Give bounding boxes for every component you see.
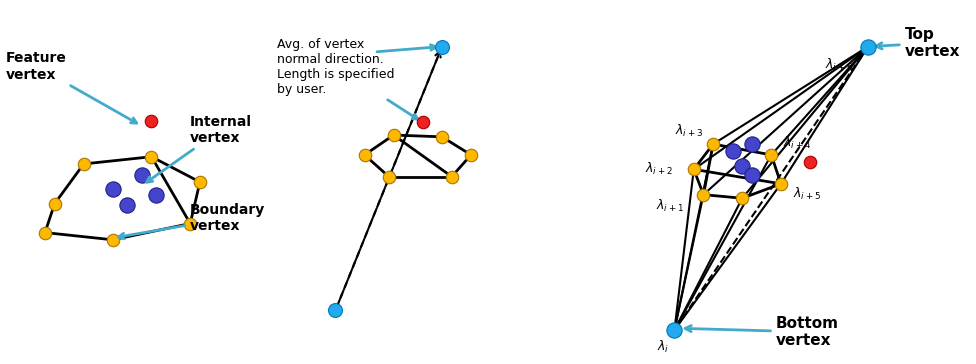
Text: $\lambda_{i+3}$: $\lambda_{i+3}$ xyxy=(675,123,704,139)
Text: $\lambda_{i+5}$: $\lambda_{i+5}$ xyxy=(793,186,821,202)
Text: Internal
vertex: Internal vertex xyxy=(146,115,252,182)
Text: $\lambda_{i+4}$: $\lambda_{i+4}$ xyxy=(783,135,811,151)
Text: $\lambda_{i+2}$: $\lambda_{i+2}$ xyxy=(645,161,672,177)
Text: $\lambda_{i+1}$: $\lambda_{i+1}$ xyxy=(656,198,684,214)
Text: Bottom
vertex: Bottom vertex xyxy=(685,316,839,348)
Text: Top
vertex: Top vertex xyxy=(875,27,960,59)
Text: $\lambda_i$: $\lambda_i$ xyxy=(657,339,669,355)
Text: Boundary
vertex: Boundary vertex xyxy=(118,203,265,239)
Text: $\lambda_{i+6}$: $\lambda_{i+6}$ xyxy=(826,58,854,74)
Text: Avg. of vertex
normal direction.
Length is specified
by user.: Avg. of vertex normal direction. Length … xyxy=(277,37,418,119)
Text: Feature
vertex: Feature vertex xyxy=(6,51,137,123)
